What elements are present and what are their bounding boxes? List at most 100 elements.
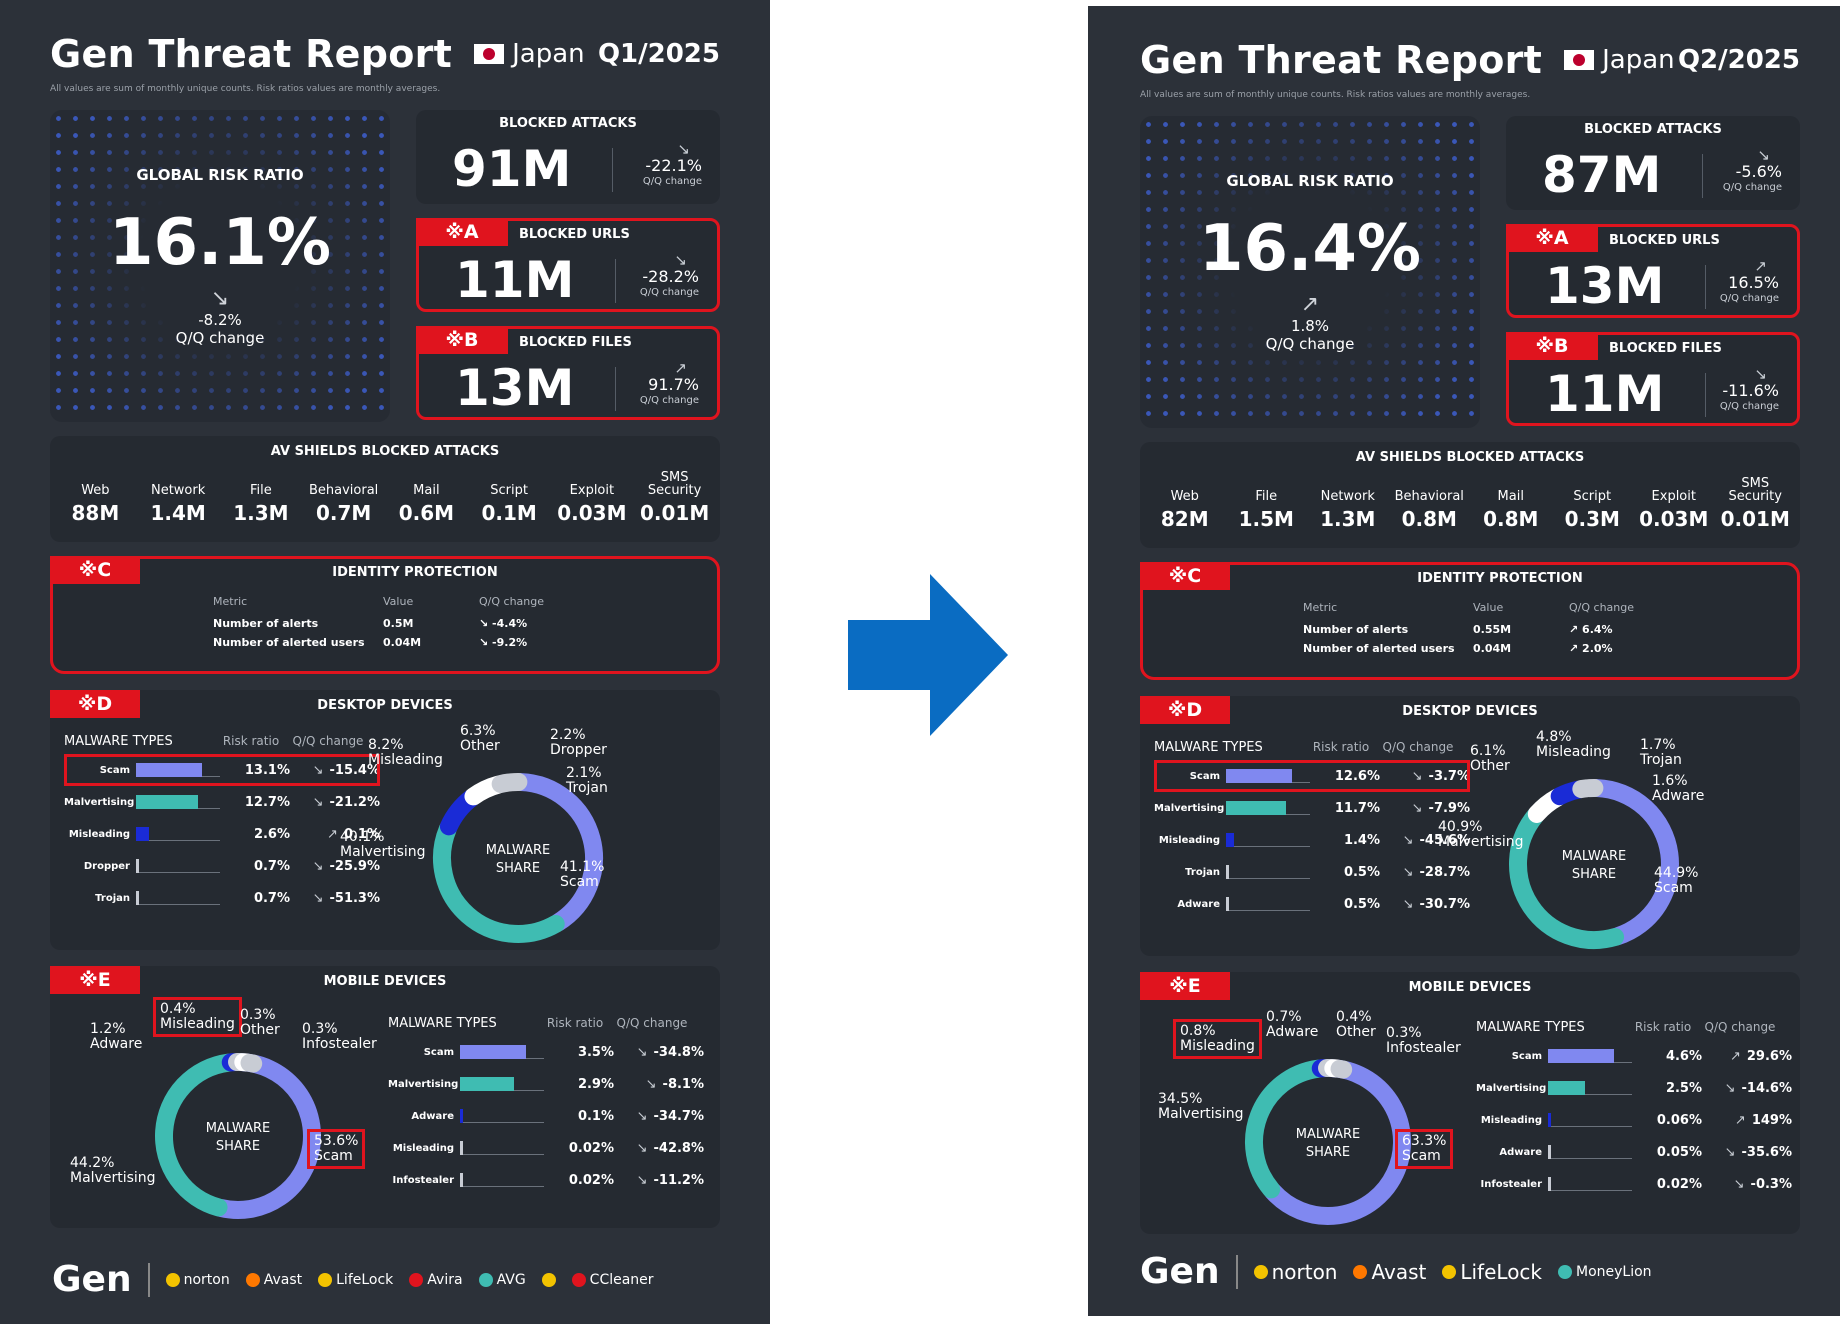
malware-row: Infostealer 0.02% ↘ -0.3%: [1476, 1168, 1792, 1200]
blocked-urls-change: 16.5%: [1728, 273, 1779, 292]
malware-name: Infostealer: [392, 1174, 454, 1186]
donut-segment-malvertising: [433, 819, 565, 943]
share-label: 6.3% Other: [460, 723, 500, 754]
trend-down-icon: ↘: [636, 1140, 648, 1156]
change-label: Q/Q change: [1719, 293, 1779, 304]
risk-bar: [136, 827, 149, 841]
malware-row: Scam 13.1% ↘ -15.4%: [64, 754, 380, 786]
global-risk-card: GLOBAL RISK RATIO 16.4% ↗ 1.8% Q/Q chang…: [1140, 116, 1480, 428]
trend-down-icon: ↘: [1411, 768, 1423, 784]
av-shield-name: File: [1255, 489, 1278, 504]
malware-row: Misleading 0.06% ↗ 149%: [1476, 1104, 1792, 1136]
trend-down-icon: ↘: [312, 794, 324, 810]
risk-bar: [1226, 769, 1292, 783]
donut-center-label: MALWARE SHARE: [486, 843, 550, 876]
global-risk-change: 1.8%: [1290, 317, 1330, 335]
trend-down-icon: ↘: [645, 1076, 657, 1092]
identity-protection-panel: ※C IDENTITY PROTECTION Metric Value Q/Q …: [1140, 562, 1800, 680]
donut-segment-infostealer: [240, 1053, 263, 1073]
brand-footer: Gen norton Avast LifeLock Avira AVG CCle…: [52, 1259, 730, 1300]
share-label: 0.3% Other: [240, 1007, 280, 1038]
malware-row: Misleading 1.4% ↘ -45.6%: [1154, 824, 1470, 856]
risk-bar: [1226, 897, 1229, 911]
av-shield-name: Exploit: [1651, 489, 1696, 504]
trend-down-icon: ↘: [636, 1172, 648, 1188]
malware-name: Malvertising: [64, 796, 135, 808]
country-label: Japan: [1602, 45, 1675, 75]
donut-segment-malvertising: [1245, 1059, 1328, 1199]
country-label: Japan: [512, 39, 585, 69]
share-label: 0.4% Other: [1336, 1009, 1376, 1040]
risk-change: ↘ -15.4%: [312, 762, 380, 778]
malware-name: Misleading: [1158, 834, 1220, 846]
blocked-files-card: ※B BLOCKED FILES 11M ↘ -11.6% Q/Q change: [1506, 332, 1800, 426]
norton-brand: norton: [165, 1272, 230, 1288]
donut-segment-infostealer: [1330, 1059, 1353, 1079]
risk-value: 0.05%: [1656, 1144, 1702, 1160]
av-shield-item: Script 0.1M: [469, 467, 549, 525]
metric-change: ↗ 2.0%: [1569, 642, 1613, 655]
malware-row: Malvertising 2.9% ↘ -8.1%: [388, 1068, 704, 1100]
av-shield-value: 0.03M: [1639, 507, 1709, 531]
metric-header: Metric: [213, 595, 248, 608]
identity-protection-label: IDENTITY PROTECTION: [332, 565, 498, 580]
av-shield-value: 0.01M: [1720, 507, 1790, 531]
blocked-files-value: 11M: [1545, 365, 1665, 423]
risk-value: 13.1%: [244, 762, 290, 778]
av-shield-item: Network 1.3M: [1308, 473, 1388, 531]
metric-value: 0.5M: [383, 617, 414, 630]
risk-change: ↘ -51.3%: [312, 890, 380, 906]
risk-change: ↘ -21.2%: [312, 794, 380, 810]
av-shield-value: 0.03M: [557, 501, 627, 525]
risk-bar: [136, 763, 202, 777]
desktop-devices-panel: ※D DESKTOP DEVICES MALWARE TYPES Risk rat…: [50, 690, 720, 950]
report-note: All values are sum of monthly unique cou…: [1140, 90, 1531, 100]
malware-row: Misleading 2.6% ↗ 0.1%: [64, 818, 380, 850]
trend-down-icon: ↘: [636, 1108, 648, 1124]
malware-name: Scam: [423, 1046, 454, 1058]
blocked-attacks-change: -5.6%: [1735, 162, 1782, 181]
global-risk-change-label: Q/Q change: [1265, 335, 1355, 353]
marker-tag: ※E: [50, 966, 140, 994]
risk-change: ↘ -25.9%: [312, 858, 380, 874]
malware-row: Trojan 0.7% ↘ -51.3%: [64, 882, 380, 914]
table-row: Number of alerted users 0.04M ↗ 2.0%: [1303, 639, 1634, 658]
malware-name: Adware: [1499, 1146, 1542, 1158]
av-shield-name: Network: [150, 483, 206, 498]
risk-value: 0.7%: [253, 858, 290, 874]
av-shield-value: 1.5M: [1238, 507, 1294, 531]
reputation-defender-logo: [541, 1272, 556, 1287]
malware-types-header: MALWARE TYPES: [64, 734, 173, 749]
blocked-attacks-value: 91M: [452, 140, 572, 198]
marker-tag: ※D: [50, 690, 140, 718]
malware-name: Trojan: [95, 892, 130, 904]
blocked-attacks-value: 87M: [1542, 146, 1662, 204]
malware-types-header: MALWARE TYPES: [1476, 1020, 1585, 1035]
av-shield-item: File 1.3M: [221, 467, 301, 525]
av-shield-name: Mail: [1497, 489, 1524, 504]
metric-value: 0.55M: [1473, 623, 1512, 636]
table-row: Number of alerted users 0.04M ↘ -9.2%: [213, 633, 544, 652]
av-shield-value: 0.6M: [398, 501, 455, 525]
risk-bar: [1226, 833, 1234, 847]
risk-change: ↗ 29.6%: [1729, 1048, 1792, 1064]
risk-change: ↘ -11.2%: [636, 1172, 704, 1188]
malware-row: Adware 0.1% ↘ -34.7%: [388, 1100, 704, 1132]
av-shield-item: Mail 0.8M: [1471, 473, 1551, 531]
av-shield-item: SMS Security 0.01M: [1715, 473, 1795, 531]
share-label: 40.1% Malvertising: [340, 829, 426, 860]
avg-brand: AVG: [478, 1272, 526, 1288]
table-row: Number of alerts 0.55M ↗ 6.4%: [1303, 620, 1634, 639]
trend-up-icon: ↗: [1300, 292, 1320, 317]
trend-up-icon: ↗: [1754, 257, 1767, 275]
malware-name: Malvertising: [1154, 802, 1225, 814]
identity-table: Metric Value Q/Q change Number of alerts…: [1303, 599, 1634, 658]
ccleaner-brand: CCleaner: [571, 1272, 654, 1288]
malware-row: Scam 4.6% ↗ 29.6%: [1476, 1040, 1792, 1072]
risk-change: ↘ -45.6%: [1402, 832, 1470, 848]
share-label: 44.2% Malvertising: [70, 1155, 156, 1186]
report-title: Gen Threat Report: [50, 32, 453, 76]
av-shield-item: Exploit 0.03M: [552, 467, 632, 525]
japan-flag-icon: [474, 44, 505, 64]
av-shield-value: 0.7M: [315, 501, 372, 525]
